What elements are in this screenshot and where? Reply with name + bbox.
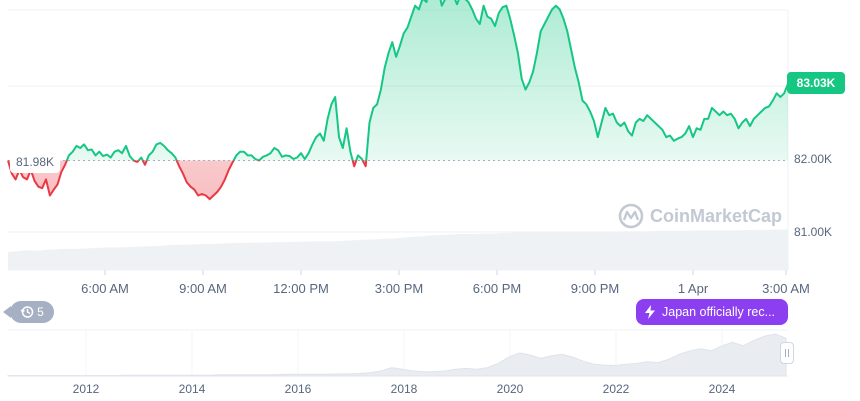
- price-area: [8, 0, 788, 200]
- navigator-history-area: [7, 333, 787, 377]
- x-tick-label: 6:00 PM: [473, 281, 521, 296]
- reference-price-label: 81.98K: [10, 151, 61, 173]
- lightning-icon: [645, 305, 655, 319]
- x-tick-label: 3:00 PM: [375, 281, 423, 296]
- x-tick-label: 12:00 PM: [273, 281, 329, 296]
- volume-area: [8, 229, 788, 270]
- y-tick-label: 82.00K: [794, 152, 832, 166]
- coinmarketcap-logo-icon: [618, 203, 644, 229]
- x-axis-ticks: 6:00 AM 9:00 AM 12:00 PM 3:00 PM 6:00 PM 9:00…: [81, 270, 810, 296]
- navigator-tick-label: 2018: [391, 382, 418, 396]
- news-event-pill[interactable]: Japan officially rec...: [636, 299, 788, 325]
- area-below: [8, 160, 367, 200]
- last-price-label: 83.03K: [787, 72, 845, 94]
- navigator-tick-label: 2022: [603, 382, 630, 396]
- x-tick-label: 9:00 PM: [571, 281, 619, 296]
- navigator-tick-label: 2012: [73, 382, 100, 396]
- x-tick-label: 1 Apr: [678, 281, 709, 296]
- coinmarketcap-logo: CoinMarketCap: [618, 203, 782, 229]
- history-count: 5: [37, 305, 44, 319]
- navigator[interactable]: [7, 329, 788, 377]
- news-text: Japan officially rec...: [662, 305, 776, 319]
- navigator-tick-label: 2016: [285, 382, 312, 396]
- price-line: [7, 0, 789, 201]
- x-tick-label: 3:00 AM: [762, 281, 810, 296]
- price-line-up: [8, 0, 789, 161]
- history-button[interactable]: 5: [3, 301, 54, 323]
- navigator-ticks: 2012 2014 2016 2018 2020 2022 2024: [73, 382, 736, 396]
- x-tick-label: 9:00 AM: [179, 281, 227, 296]
- volume-bars: [8, 229, 788, 270]
- navigator-handle[interactable]: [780, 342, 794, 364]
- navigator-tick-label: 2020: [497, 382, 524, 396]
- history-icon: [20, 306, 34, 318]
- price-line-down: [7, 160, 368, 201]
- navigator-tick-label: 2024: [709, 382, 736, 396]
- y-axis-ticks: 82.00K 81.00K: [794, 152, 832, 239]
- x-tick-label: 6:00 AM: [81, 281, 129, 296]
- area-above: [8, 0, 788, 161]
- y-tick-label: 81.00K: [794, 225, 832, 239]
- watermark-text: CoinMarketCap: [650, 205, 783, 226]
- navigator-tick-label: 2014: [179, 382, 206, 396]
